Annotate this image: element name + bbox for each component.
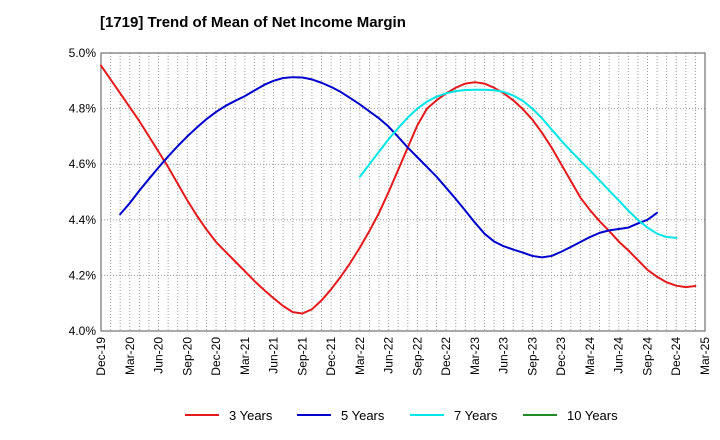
x-tick-label: Mar-23 (468, 337, 482, 375)
x-tick-label: Dec-23 (554, 337, 568, 376)
legend: 3 Years 5 Years 7 Years 10 Years (0, 404, 720, 426)
x-tick-label: Dec-24 (669, 337, 683, 376)
legend-item-7-years: 7 Years (410, 404, 497, 426)
x-tick-label: Mar-24 (583, 337, 597, 375)
legend-swatch-3-years (185, 414, 219, 416)
legend-item-10-years: 10 Years (523, 404, 618, 426)
x-tick-label: Jun-23 (497, 337, 511, 374)
y-tick-label: 4.2% (69, 268, 97, 282)
x-tick-label: Jun-22 (382, 337, 396, 374)
x-tick-label: Jun-24 (612, 337, 626, 374)
legend-label-10-years: 10 Years (567, 407, 618, 423)
legend-swatch-7-years (410, 414, 444, 416)
legend-item-3-years: 3 Years (185, 404, 272, 426)
x-tick-label: Sep-21 (295, 337, 309, 376)
x-tick-label: Sep-24 (640, 337, 654, 376)
x-tick-label: Sep-23 (525, 337, 539, 376)
x-tick-label: Sep-22 (410, 337, 424, 376)
x-tick-label: Mar-22 (353, 337, 367, 375)
series-line-3-years (100, 64, 697, 315)
y-tick-label: 4.8% (69, 102, 97, 116)
legend-swatch-10-years (523, 414, 557, 416)
y-tick-label: 4.6% (69, 157, 97, 171)
plot-frame (100, 52, 706, 332)
x-tick-label: Sep-20 (180, 337, 194, 376)
x-tick-label: Dec-21 (324, 337, 338, 376)
series-line-5-years (119, 76, 659, 259)
legend-label-3-years: 3 Years (229, 407, 273, 423)
x-tick-label: Jun-20 (152, 337, 166, 374)
x-tick-label: Dec-19 (94, 337, 108, 376)
x-tick-label: Dec-20 (209, 337, 223, 376)
chart-title: [1719] Trend of Mean of Net Income Margi… (100, 14, 406, 31)
legend-label-7-years: 7 Years (454, 407, 498, 423)
x-tick-label: Mar-25 (698, 337, 712, 375)
x-tick-label: Jun-21 (267, 337, 281, 374)
series-line-7-years (358, 88, 678, 239)
y-tick-label: 5.0% (69, 46, 97, 60)
legend-swatch-5-years (297, 414, 331, 416)
legend-label-5-years: 5 Years (341, 407, 385, 423)
x-tick-label: Mar-20 (123, 337, 137, 375)
x-tick-label: Dec-22 (439, 337, 453, 376)
line-chart: 5.0% 4.8% 4.6% 4.4% 4.2% 4.0%Dec-19 Mar-20 Jun-… (69, 46, 712, 376)
x-tick-label: Mar-21 (238, 337, 252, 375)
y-tick-label: 4.4% (69, 213, 97, 227)
legend-item-5-years: 5 Years (297, 404, 384, 426)
y-tick-label: 4.0% (69, 324, 97, 338)
